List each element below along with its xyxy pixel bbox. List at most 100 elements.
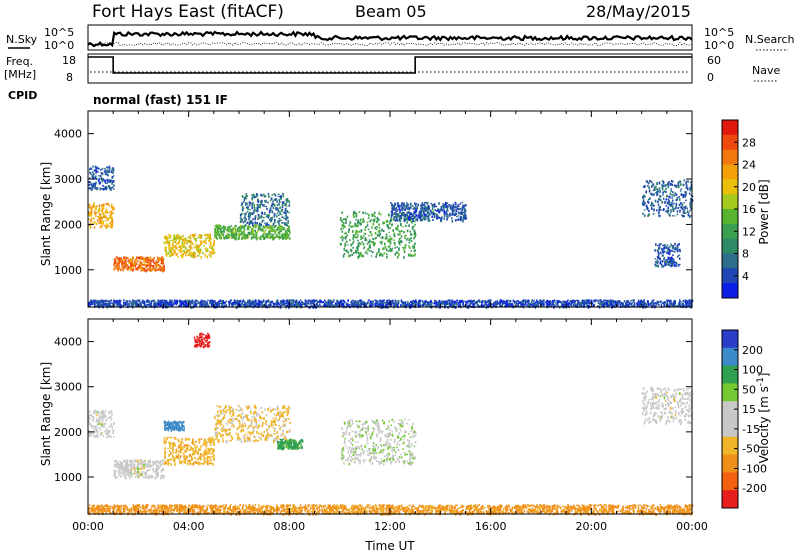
echo-cell [657,200,659,203]
echo-cell [270,208,272,211]
echo-cell [347,244,349,245]
echo-cell [375,255,377,258]
echo-cell [677,197,679,200]
echo-cell [132,260,134,262]
echo-cell [656,209,658,211]
echo-cell [201,243,203,245]
echo-cell [400,238,402,239]
echo-cell [669,196,671,198]
echo-cell [661,304,663,306]
echo-cell [674,262,676,264]
echo-cell [348,255,350,258]
echo-cell [450,300,452,301]
echo-cell [660,252,662,254]
echo-cell [263,299,265,302]
echo-cell [369,244,371,245]
echo-cell [368,241,370,243]
echo-cell [289,202,291,204]
echo-cell [189,254,191,255]
echo-cell [476,301,478,303]
echo-cell [233,235,235,238]
echo-cell [304,304,306,306]
echo-cell [421,211,423,214]
echo-cell [403,203,405,206]
echo-cell [674,192,676,194]
echo-cell [407,208,409,210]
echo-cell [668,207,670,210]
echo-cell [414,207,416,209]
echo-cell [422,304,424,306]
echo-cell [249,204,251,206]
echo-cell [240,218,242,220]
echo-cell [402,214,404,215]
echo-cell [653,300,655,301]
echo-cell [173,247,175,248]
echo-cell [389,220,391,221]
echo-cell [403,249,405,251]
echo-cell [668,181,670,183]
echo-cell [683,210,685,213]
echo-cell [671,180,673,183]
echo-cell [407,215,409,218]
echo-cell [231,225,233,227]
freq-strip: Freq. [MHz] 18 8 60 0 Nave [4,54,780,84]
echo-cell [97,187,99,190]
echo-cell [595,301,597,302]
echo-cell [257,209,259,212]
echo-cell [173,241,175,243]
echo-cell [397,227,399,230]
echo-cell [268,224,270,226]
echo-cell [625,302,627,305]
echo-cell [674,247,676,250]
echo-cell [678,302,680,303]
echo-cell [659,206,661,209]
echo-cell [130,269,132,270]
echo-cell [648,186,650,189]
echo-cell [344,233,346,235]
echo-cell [389,236,391,237]
echo-cell [375,237,377,239]
echo-cell [656,184,658,185]
echo-cell [657,245,659,246]
echo-cell [668,252,670,255]
echo-cell [90,302,92,305]
echo-cell [244,236,246,238]
echo-cell [415,205,417,207]
echo-cell [170,255,172,257]
echo-cell [375,232,377,235]
echo-cell [400,304,402,307]
echo-cell [224,302,226,304]
echo-cell [374,243,376,245]
echo-cell [102,222,104,225]
echo-cell [352,230,354,233]
echo-cell [255,225,257,227]
echo-cell [570,300,572,302]
echo-cell [148,257,150,259]
echo-cell [89,168,91,170]
echo-cell [526,305,528,307]
echo-cell [576,303,578,305]
echo-cell [272,201,274,203]
echo-cell [608,300,610,303]
echo-cell [395,301,397,303]
echo-cell [180,300,182,302]
echo-cell [457,208,459,210]
echo-cell [194,238,196,240]
echo-cell [293,305,295,307]
echo-cell [362,222,364,224]
echo-cell [308,300,310,303]
echo-cell [511,303,513,305]
echo-cell [171,249,173,251]
echo-cell [340,243,342,245]
echo-cell [276,234,278,236]
echo-cell [646,190,648,193]
echo-cell [373,214,375,216]
echo-cell [436,303,438,306]
nave-tick-bottom: 0 [707,71,714,84]
echo-cell [671,202,673,204]
echo-cell [306,303,308,305]
echo-cell [161,259,163,262]
echo-cell [242,225,244,228]
echo-cell [465,217,467,219]
echo-cell [366,250,368,252]
